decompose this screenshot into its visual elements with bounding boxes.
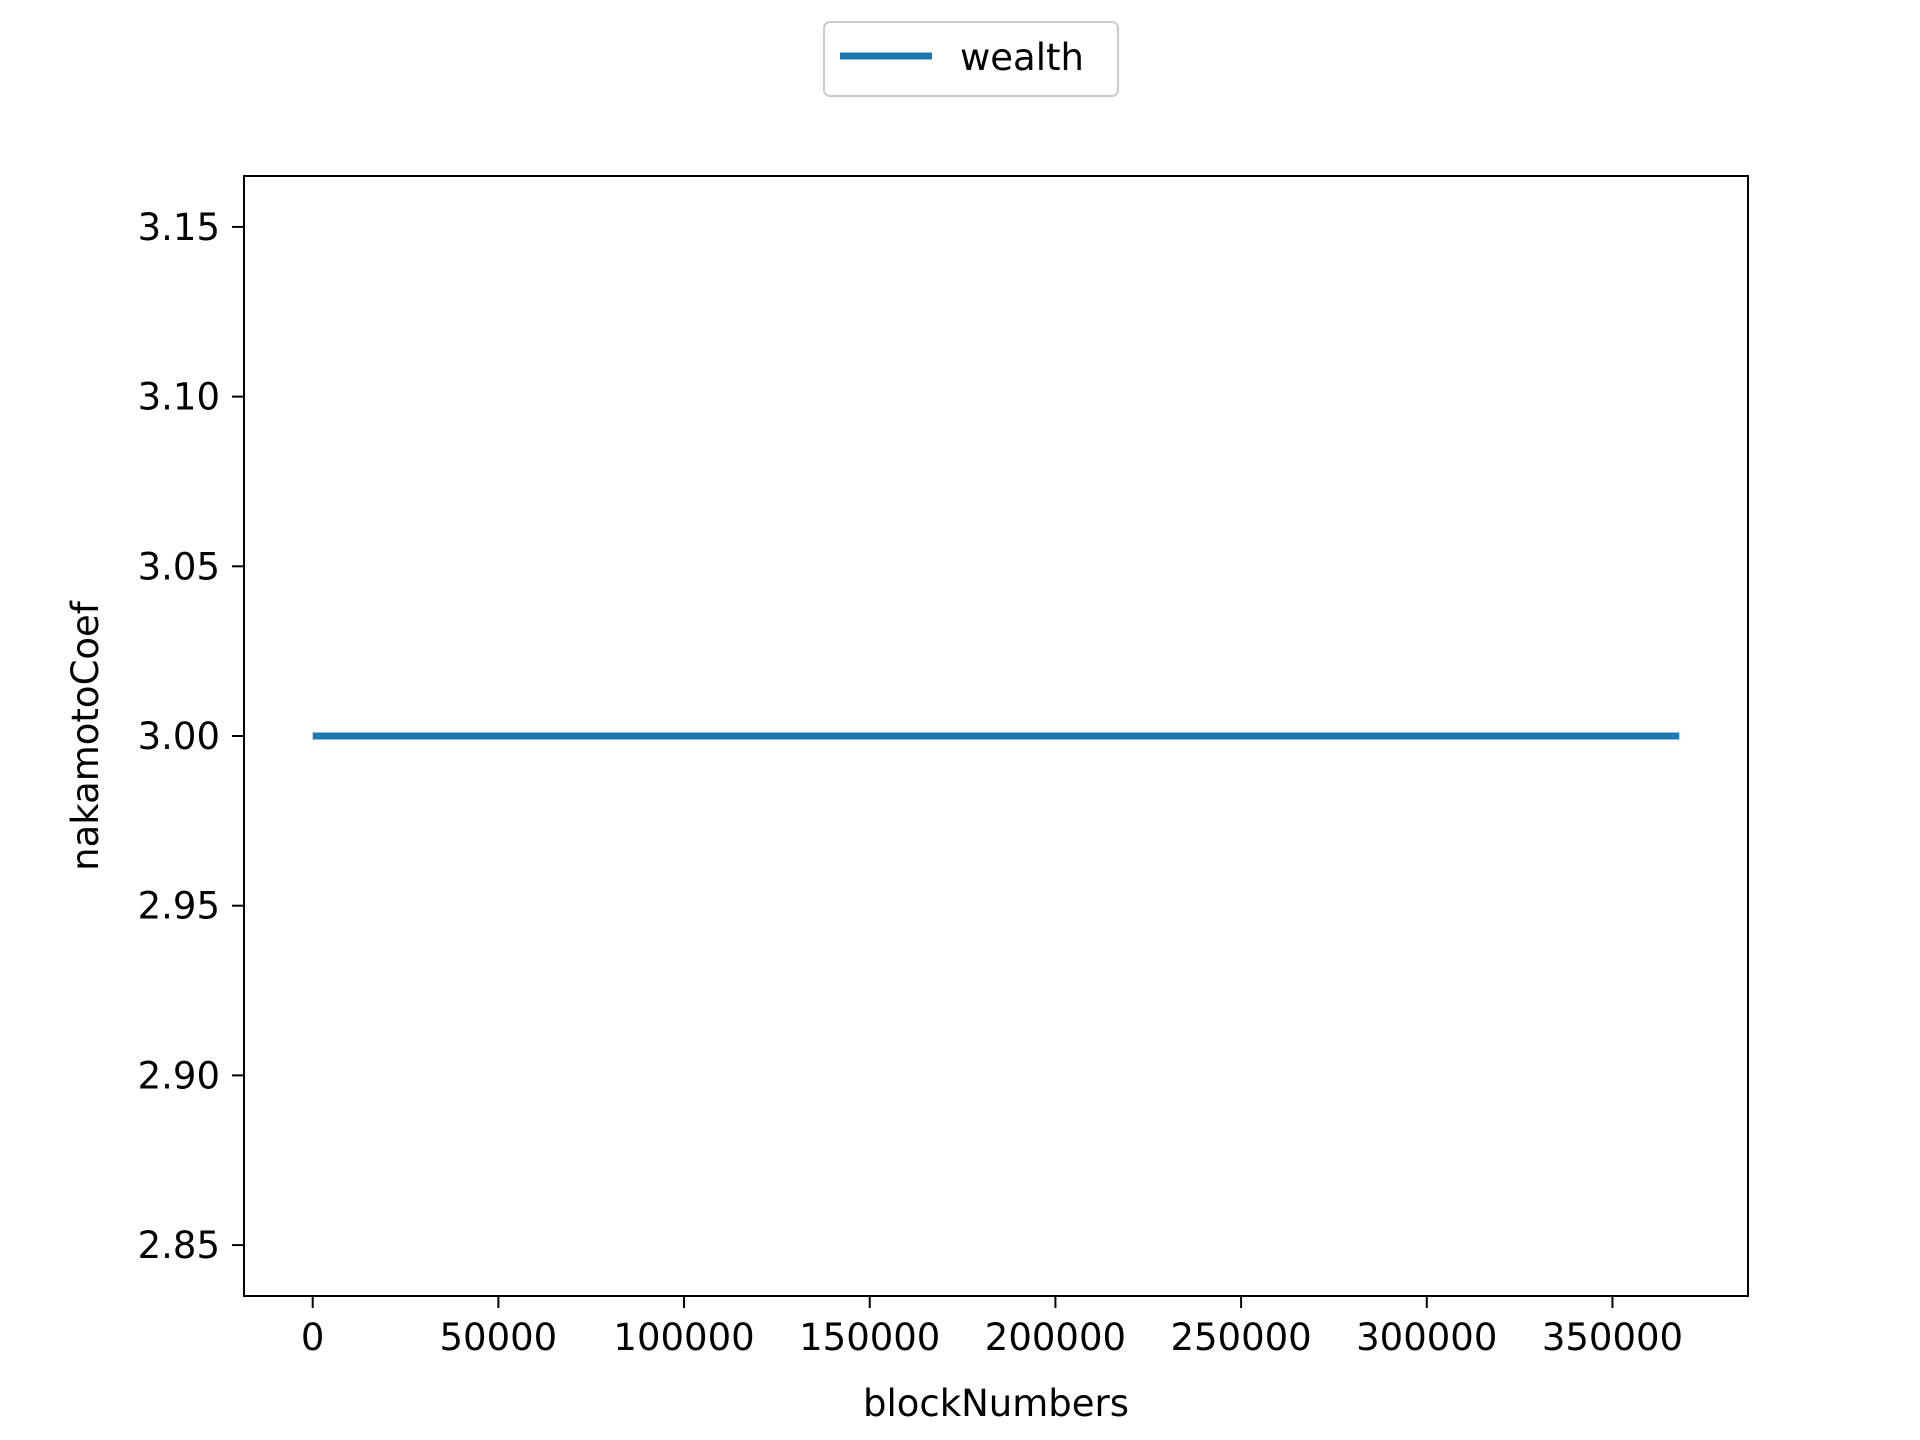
x-axis-ticks: 0 50000 100000 150000 200000 250000 300000 3500… <box>301 1296 1683 1359</box>
x-axis-label: blockNumbers <box>863 1382 1129 1425</box>
legend: wealth <box>823 21 1119 97</box>
y-tick-label: 2.85 <box>138 1224 220 1267</box>
y-tick-label: 3.15 <box>138 206 220 249</box>
y-tick-label: 3.00 <box>138 715 220 758</box>
y-axis-ticks: 2.85 2.90 2.95 3.00 3.05 3.10 3.15 <box>138 206 244 1267</box>
x-tick-label: 250000 <box>1170 1316 1311 1359</box>
x-tick-label: 100000 <box>613 1316 754 1359</box>
legend-box <box>823 21 1119 97</box>
y-tick-label: 2.95 <box>138 885 220 928</box>
x-tick-label: 350000 <box>1542 1316 1683 1359</box>
y-tick-label: 2.90 <box>138 1054 220 1097</box>
y-tick-label: 3.10 <box>138 376 220 419</box>
y-tick-label: 3.05 <box>138 545 220 588</box>
x-tick-label: 150000 <box>799 1316 940 1359</box>
x-tick-label: 50000 <box>440 1316 558 1359</box>
legend-label-wealth: wealth <box>960 36 1084 79</box>
x-tick-label: 0 <box>301 1316 325 1359</box>
x-tick-label: 200000 <box>985 1316 1126 1359</box>
x-tick-label: 300000 <box>1356 1316 1497 1359</box>
y-axis-label: nakamotoCoef <box>64 600 107 871</box>
